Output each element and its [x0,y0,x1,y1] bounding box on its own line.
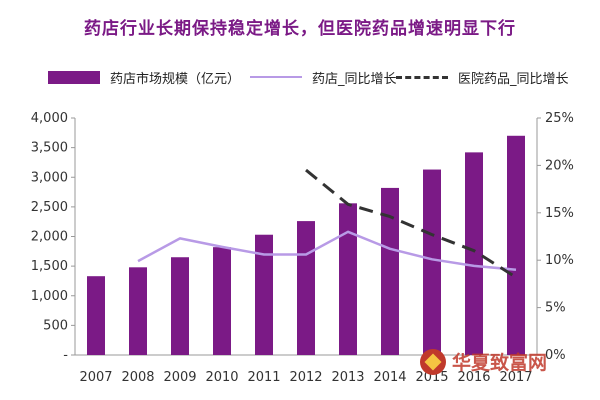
x-tick-label: 2008 [121,370,154,385]
hospital-growth-line [305,168,517,279]
legend-item-market-size: 药店市场规模（亿元） [48,64,240,90]
y-right-tick-label: 0% [545,348,566,363]
bar [213,247,231,355]
bar [423,169,441,355]
x-tick-label: 2013 [331,370,364,385]
x-tick-label: 2010 [205,370,238,385]
y-left-tick-label: - [63,348,68,363]
x-tick-label: 2016 [457,370,490,385]
y-left-tick-label: 1,500 [31,259,68,274]
y-right-tick-label: 10% [545,253,574,268]
x-tick-label: 2015 [415,370,448,385]
y-left-tick-label: 2,000 [31,230,68,245]
x-tick-label: 2011 [247,370,280,385]
y-left-tick-label: 500 [43,318,68,333]
legend-label-market-size: 药店市场规模（亿元） [110,71,241,87]
y-left-tick-label: 3,000 [31,170,68,185]
watermark-text: 华夏致富网 [452,352,548,374]
y-left-tick-label: 4,000 [31,111,68,126]
bar [171,257,189,355]
y-left-tick-label: 3,500 [31,141,68,156]
bar [87,276,105,355]
y-left-tick-label: 1,000 [31,289,68,304]
x-tick-label: 2012 [289,370,322,385]
watermark: 华夏致富网 [420,348,547,375]
legend-label-hospital-growth: 医院药品_同比增长 [458,71,569,87]
legend: 药店市场规模（亿元） 药店_同比增长 医院药品_同比增长 [0,64,600,90]
bar [381,187,399,355]
bar [297,221,315,355]
legend-swatch-hospital-line [396,75,448,79]
y-right-tick-label: 5% [545,301,566,316]
bar [255,234,273,355]
y-left-tick-label: 2,500 [31,200,68,215]
chart-title: 药店行业长期保持稳定增长，但医院药品增速明显下行 [84,19,516,39]
bar [507,135,525,355]
watermark-logo-icon [420,348,446,375]
legend-label-pharmacy-growth: 药店_同比增长 [312,71,397,87]
legend-item-pharmacy-growth: 药店_同比增长 [250,64,397,90]
y-right-tick-label: 20% [545,158,574,173]
legend-swatch-bar [48,70,100,84]
legend-item-hospital-growth: 医院药品_同比增长 [396,64,569,90]
pharmacy-growth-line [137,230,517,271]
bar [465,152,483,355]
legend-swatch-pharmacy-line [250,76,302,78]
x-tick-label: 2007 [79,370,112,385]
bar [129,267,147,355]
x-tick-label: 2009 [163,370,196,385]
bar [339,203,357,355]
x-tick-label: 2017 [499,370,532,385]
y-right-tick-label: 15% [545,206,574,221]
x-tick-label: 2014 [373,370,406,385]
y-right-tick-label: 25% [545,111,574,126]
